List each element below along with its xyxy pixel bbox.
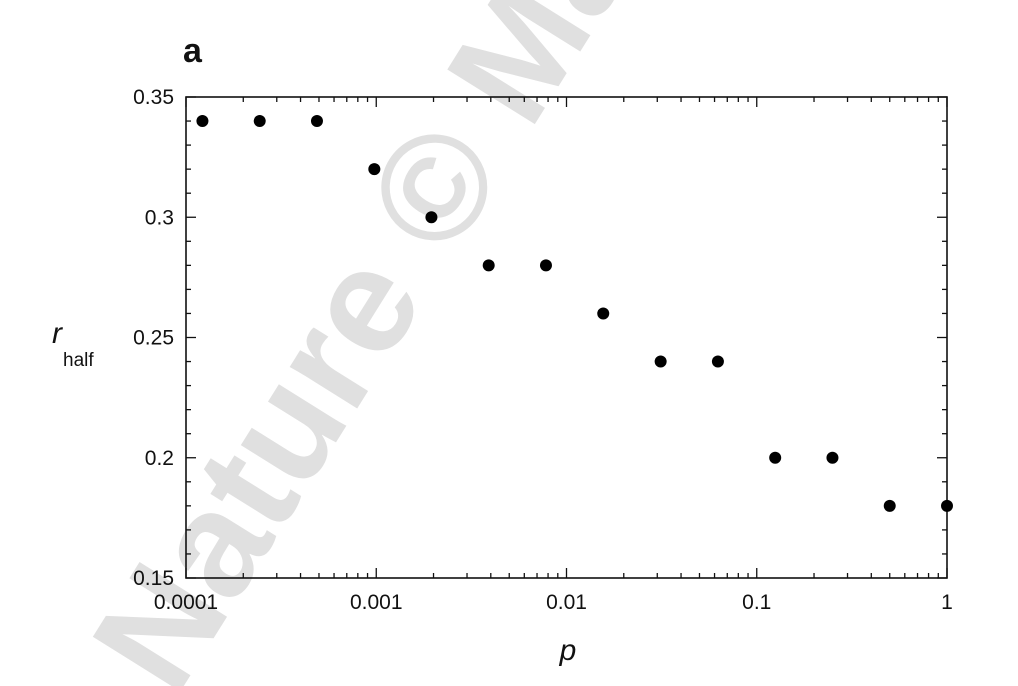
data-point [253,115,266,128]
x-tick-label: 0.001 [350,591,403,614]
data-point [368,163,381,176]
data-point [539,259,552,272]
y-tick-label: 0.15 [133,567,174,590]
data-point [883,499,896,512]
y-axis-label-main: r [52,317,63,350]
data-point [425,211,438,224]
data-point [769,451,782,464]
x-tick-label: 0.1 [742,591,771,614]
data-point [310,115,323,128]
y-axis-label: r half [52,317,94,371]
data-point [482,259,495,272]
x-axis-label: p [559,634,577,667]
panel-label: a [183,32,203,70]
x-axis-ticks [185,97,948,578]
data-point [711,355,724,368]
x-tick-label: 0.0001 [154,591,218,614]
y-tick-label: 0.25 [133,327,174,350]
y-tick-label: 0.3 [145,206,174,229]
x-tick-label: 0.01 [546,591,587,614]
data-points [196,115,953,512]
y-axis-ticks [186,96,947,579]
y-axis-tick-labels: 0.15 0.2 0.25 0.3 0.35 [133,86,174,590]
watermark-text: Nature © Macmillan [60,0,941,686]
data-point [196,115,209,128]
watermark: Nature © Macmillan [60,0,941,686]
data-point [826,451,839,464]
data-point [941,499,953,512]
x-axis-tick-labels: 0.0001 0.001 0.01 0.1 1 [154,591,953,614]
data-point [654,355,667,368]
y-axis-label-subscript: half [63,350,94,371]
y-tick-label: 0.35 [133,86,174,109]
y-tick-label: 0.2 [145,447,174,470]
data-point [597,307,610,320]
x-tick-label: 1 [941,591,953,614]
